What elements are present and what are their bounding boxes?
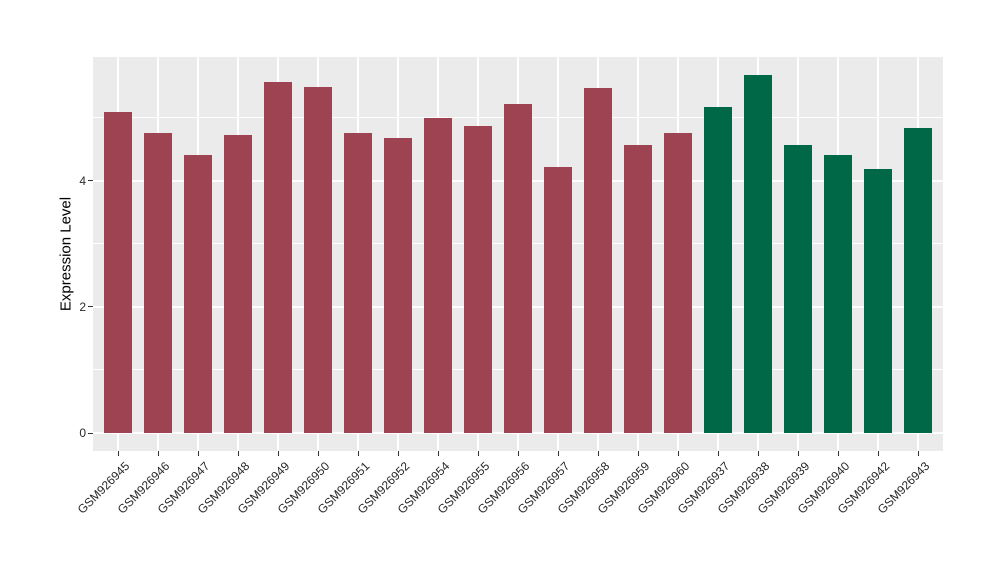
bar-GSM926948	[224, 134, 252, 433]
bar-GSM926955	[464, 125, 492, 433]
x-tick	[437, 451, 439, 456]
x-tick	[597, 451, 599, 456]
bar-GSM926939	[784, 144, 812, 433]
bar-GSM926949	[264, 82, 292, 433]
bar-GSM926951	[344, 132, 372, 433]
y-tick-label: 4	[79, 173, 86, 188]
x-tick	[797, 451, 799, 456]
bar-GSM926954	[424, 117, 452, 433]
bar-GSM926940	[824, 154, 852, 433]
bar-GSM926943	[904, 128, 932, 433]
x-tick	[677, 451, 679, 456]
bar-GSM926942	[864, 168, 892, 433]
y-tick	[88, 180, 93, 182]
bar-GSM926945	[104, 112, 132, 433]
x-tick	[757, 451, 759, 456]
bar-GSM926952	[384, 138, 412, 433]
y-tick	[88, 432, 93, 434]
x-tick	[837, 451, 839, 456]
bar-GSM926946	[144, 133, 172, 433]
x-tick	[397, 451, 399, 456]
bar-GSM926960	[664, 133, 692, 433]
bar-GSM926950	[304, 86, 332, 433]
bar-GSM926956	[504, 104, 532, 433]
y-tick	[88, 306, 93, 308]
bar-GSM926959	[624, 144, 652, 433]
x-tick	[237, 451, 239, 456]
x-tick	[717, 451, 719, 456]
x-tick	[917, 451, 919, 456]
x-tick	[477, 451, 479, 456]
bar-GSM926938	[744, 75, 772, 433]
x-tick	[517, 451, 519, 456]
x-tick	[877, 451, 879, 456]
plot-panel	[93, 57, 943, 451]
x-tick	[277, 451, 279, 456]
bar-GSM926958	[584, 88, 612, 433]
bar-GSM926937	[704, 106, 732, 433]
bar-GSM926947	[184, 154, 212, 433]
y-tick-label: 0	[79, 426, 86, 440]
x-tick	[117, 451, 119, 456]
x-tick	[157, 451, 159, 456]
y-tick-label: 2	[79, 299, 86, 314]
x-tick	[197, 451, 199, 456]
x-tick	[317, 451, 319, 456]
y-axis-title: Expression Level	[57, 196, 75, 312]
bar-GSM926957	[544, 167, 572, 433]
x-tick	[637, 451, 639, 456]
x-tick	[357, 451, 359, 456]
x-tick	[557, 451, 559, 456]
